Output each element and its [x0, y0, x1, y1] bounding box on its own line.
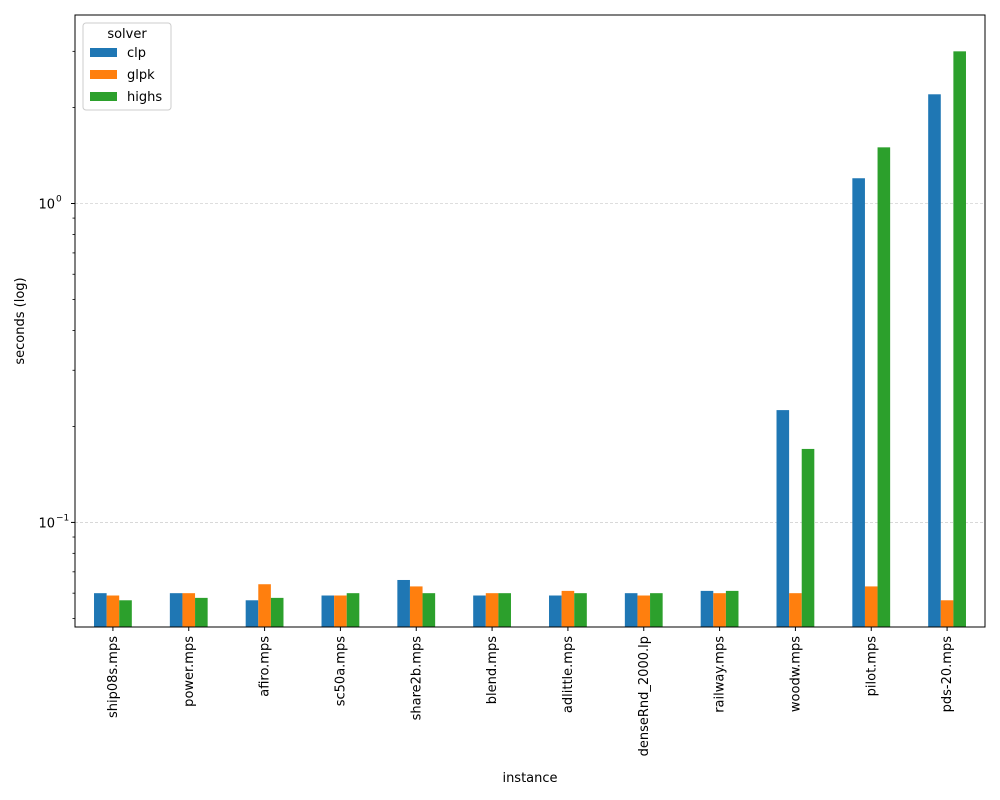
bar-highs — [346, 593, 360, 627]
grid-lines — [75, 203, 985, 523]
bar-glpk — [864, 586, 878, 627]
x-tick-label: afiro.mps — [258, 636, 273, 697]
x-axis-ticks: ship08s.mps power.mps afiro.mps sc50a.mps sh… — [106, 627, 955, 756]
bar-clp — [169, 593, 183, 627]
legend-label-highs: highs — [127, 90, 162, 105]
bar-glpk — [940, 600, 954, 627]
bar-glpk — [561, 590, 575, 627]
bar-clp — [321, 595, 335, 627]
bar-clp — [397, 579, 410, 627]
bar-clp — [549, 595, 562, 627]
legend-swatch-highs — [90, 92, 117, 101]
x-tick-label: power.mps — [182, 636, 197, 707]
bar-clp — [473, 595, 486, 627]
bar-glpk — [106, 595, 120, 627]
x-tick-label: woodw.mps — [788, 636, 803, 712]
bar-clp — [245, 600, 259, 627]
bar-glpk — [334, 595, 347, 627]
bar-highs — [650, 593, 663, 627]
y-tick-label: 10 — [38, 198, 55, 213]
bar-clp — [852, 178, 865, 627]
bar-glpk — [789, 593, 802, 627]
bar-highs — [801, 448, 815, 627]
legend-label-glpk: glpk — [127, 68, 155, 83]
legend-label-clp: clp — [127, 46, 146, 61]
x-axis-label: instance — [502, 771, 557, 786]
bar-glpk — [182, 593, 196, 627]
bar-highs — [498, 593, 511, 627]
legend-title: solver — [107, 27, 147, 42]
bar-highs — [725, 590, 739, 627]
x-tick-label: pilot.mps — [864, 636, 879, 697]
bar-highs — [195, 597, 208, 627]
x-tick-label: railway.mps — [713, 636, 728, 713]
legend: solver clp glpk highs — [82, 22, 172, 111]
x-tick-label: pds-20.mps — [940, 636, 955, 713]
bar-clp — [700, 590, 714, 627]
y-tick-label: 10 — [38, 516, 55, 531]
bar-glpk — [713, 593, 726, 627]
bar-clp — [928, 94, 941, 627]
bar-glpk — [485, 593, 499, 627]
x-tick-label: adlittle.mps — [561, 636, 576, 713]
x-tick-label: share2b.mps — [409, 636, 424, 721]
bar-glpk — [258, 584, 271, 627]
x-tick-label: denseRnd_2000.lp — [637, 636, 652, 756]
bar-clp — [624, 593, 638, 627]
bar-highs — [119, 600, 132, 627]
legend-swatch-clp — [90, 48, 117, 57]
x-tick-label: sc50a.mps — [333, 636, 348, 706]
legend-swatch-glpk — [90, 70, 117, 79]
bar-highs — [270, 597, 284, 627]
bar-clp — [94, 593, 107, 627]
bar-glpk — [409, 586, 423, 627]
bar-highs — [877, 147, 891, 627]
y-axis-label: seconds (log) — [13, 277, 28, 364]
bar-highs — [422, 593, 436, 627]
plot-frame — [74, 14, 986, 628]
bar-clp — [776, 410, 790, 627]
legend-box — [82, 22, 172, 111]
bar-highs — [953, 51, 966, 628]
y-tick-exponent: −1 — [56, 513, 69, 523]
x-tick-label: blend.mps — [485, 636, 500, 704]
y-tick-exponent: 0 — [56, 195, 62, 205]
bar-glpk — [637, 595, 651, 627]
bar-highs — [574, 593, 587, 627]
x-tick-label: ship08s.mps — [106, 636, 121, 718]
legend-entries: clp glpk highs — [90, 46, 162, 105]
bars — [94, 51, 966, 628]
